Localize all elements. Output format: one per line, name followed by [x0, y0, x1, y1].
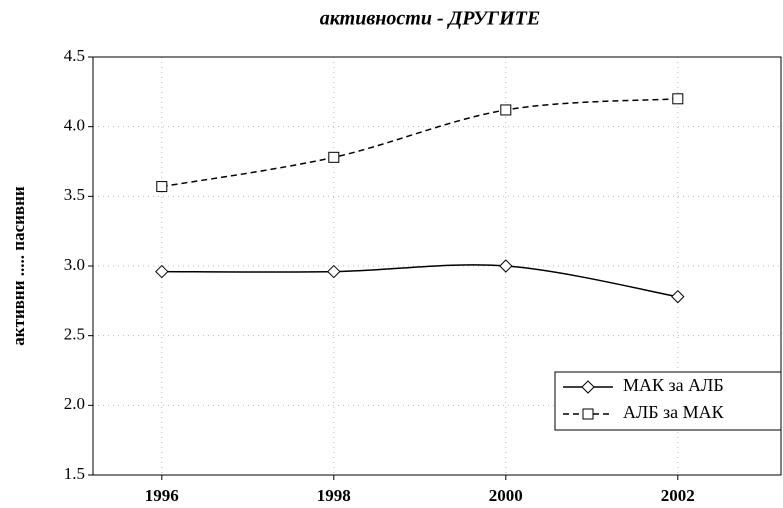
marker [581, 380, 595, 394]
legend-label: АЛБ за МАК [623, 402, 725, 422]
y-tick-label: 2.5 [64, 325, 85, 344]
marker [327, 264, 341, 279]
y-tick-label: 3.5 [64, 185, 85, 204]
x-tick-label: 1998 [317, 486, 351, 505]
y-tick-label: 2.0 [64, 394, 85, 413]
legend-box [554, 371, 782, 431]
y-tick-label: 4.5 [64, 46, 85, 65]
chart-title: активности - ДРУГИТЕ [320, 8, 540, 30]
line [161, 264, 678, 298]
line [161, 98, 678, 188]
marker [582, 408, 594, 420]
x-tick-label: 1996 [145, 486, 179, 505]
marker [500, 104, 512, 116]
marker [672, 93, 684, 105]
y-axis-label: активни ..... пасивни [9, 186, 28, 346]
x-tick-label: 2002 [661, 486, 695, 505]
x-tick-label: 2000 [489, 486, 523, 505]
marker [155, 264, 169, 279]
marker [328, 151, 340, 163]
y-tick-label: 3.0 [64, 255, 85, 274]
y-tick-label: 4.0 [64, 116, 85, 135]
marker [499, 259, 513, 273]
legend-label: МАК за АЛБ [623, 375, 724, 395]
marker [671, 289, 685, 304]
y-tick-label: 1.5 [64, 464, 85, 483]
marker [156, 181, 168, 193]
plot-frame [92, 56, 782, 476]
